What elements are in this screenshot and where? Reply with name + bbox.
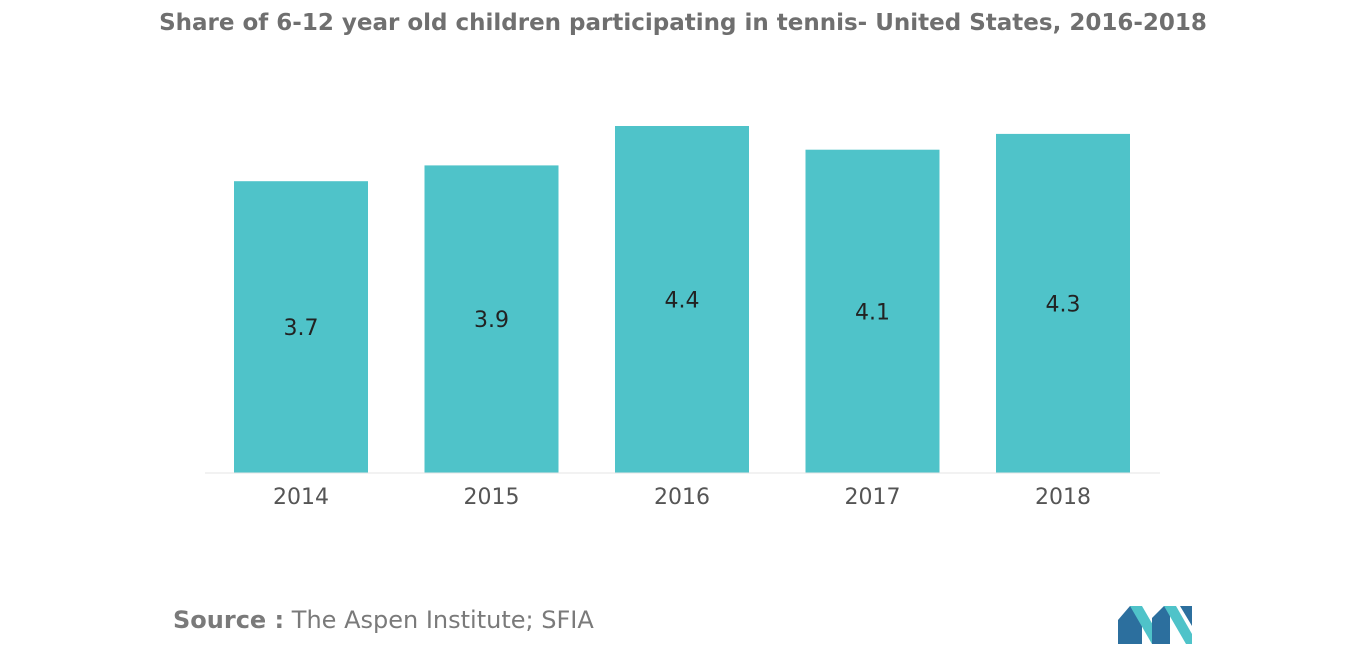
value-label-2016: 4.4 xyxy=(665,289,700,314)
value-label-2014: 3.7 xyxy=(284,316,319,341)
mordor-intelligence-logo-icon xyxy=(1118,606,1192,644)
bar-2018 xyxy=(996,133,1130,473)
bar-2014 xyxy=(234,181,368,473)
value-label-2018: 4.3 xyxy=(1046,292,1081,317)
x-tick-2014: 2014 xyxy=(273,485,329,510)
x-tick-2017: 2017 xyxy=(845,485,901,510)
bar-2015 xyxy=(424,165,559,473)
bar-2016 xyxy=(615,126,749,473)
bar-2017 xyxy=(805,149,940,473)
x-tick-labels: 2014 2015 2016 2017 2018 xyxy=(273,485,1091,510)
x-tick-2016: 2016 xyxy=(654,485,710,510)
source-text: The Aspen Institute; SFIA xyxy=(291,606,594,634)
x-tick-2018: 2018 xyxy=(1035,485,1091,510)
source-line: Source : The Aspen Institute; SFIA xyxy=(173,606,594,634)
bars-layer xyxy=(234,126,1130,473)
labels-layer: 3.7 3.9 4.4 4.1 4.3 xyxy=(284,289,1081,342)
x-tick-2015: 2015 xyxy=(464,485,520,510)
chart-title: Share of 6-12 year old children particip… xyxy=(159,10,1207,36)
value-label-2015: 3.9 xyxy=(474,308,509,333)
value-label-2017: 4.1 xyxy=(855,300,890,325)
source-label: Source : xyxy=(173,606,285,634)
